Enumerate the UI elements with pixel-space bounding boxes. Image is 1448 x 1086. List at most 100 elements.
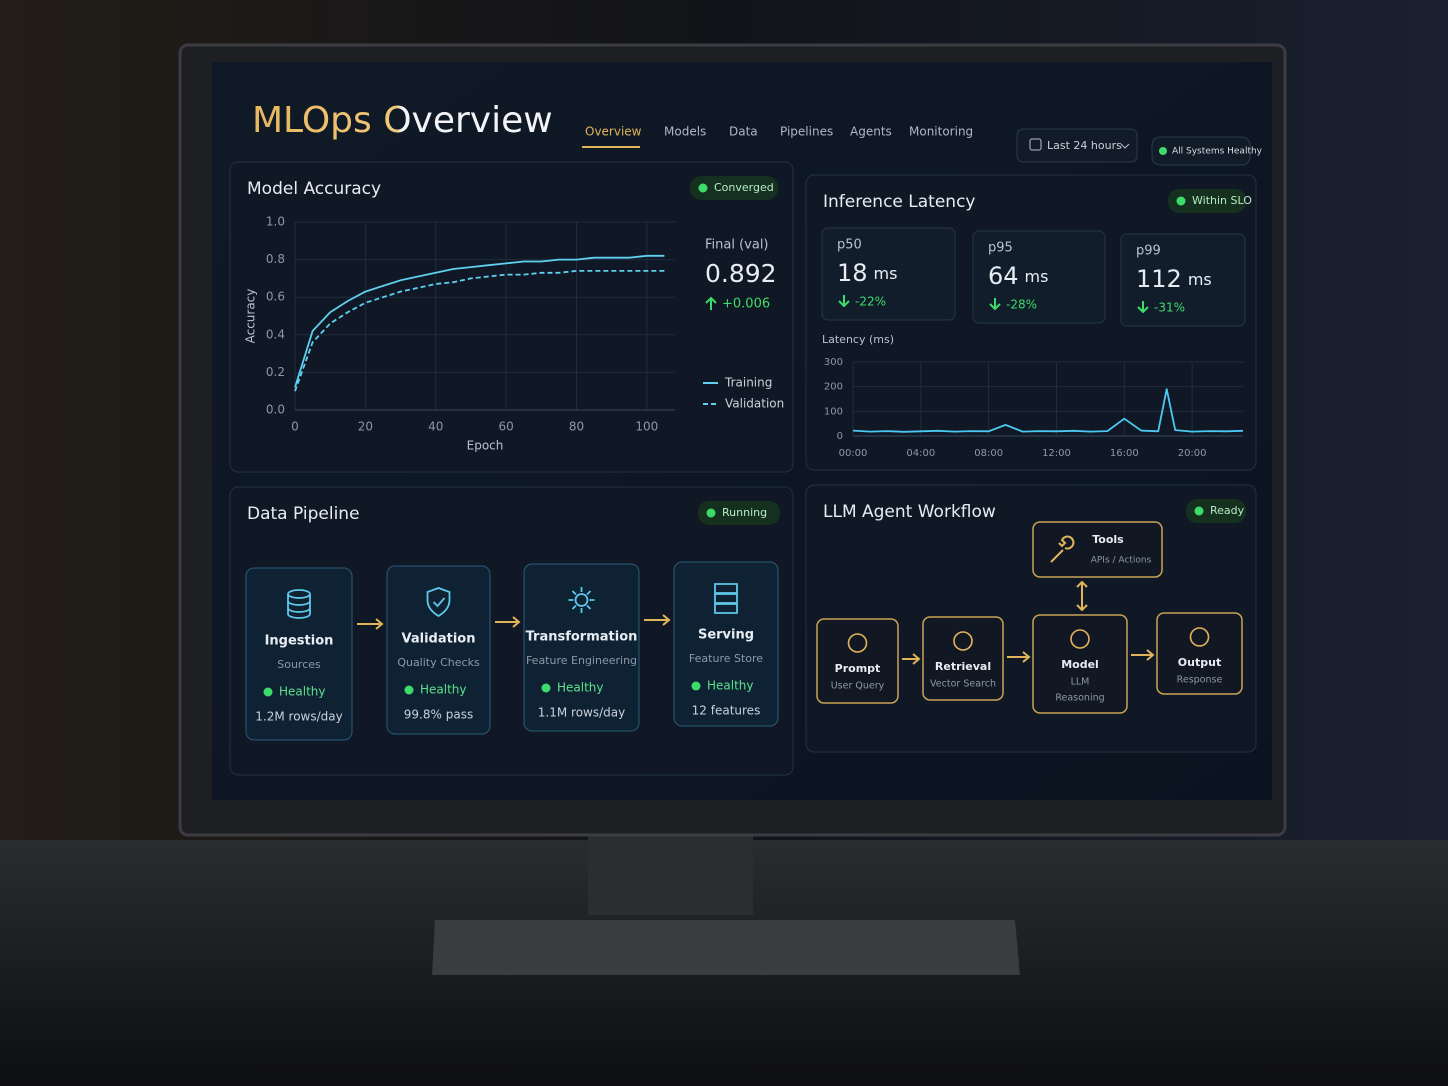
nav-item[interactable]: Data	[729, 125, 758, 139]
node-icon	[847, 633, 868, 653]
node-label: Tools	[1092, 533, 1124, 546]
y-tick-label: 200	[824, 382, 843, 393]
legend-label: Validation	[725, 397, 784, 411]
status-dot	[706, 508, 716, 518]
final-value: 0.892	[705, 259, 777, 288]
status-pill	[1151, 136, 1251, 166]
data-line	[852, 388, 1244, 433]
x-tick-label: 20:00	[1178, 448, 1207, 459]
y-axis-label: Accuracy	[244, 289, 258, 344]
system-status: All Systems Healthy	[1172, 147, 1263, 157]
flow-arrow	[902, 653, 921, 665]
nav-item[interactable]: Models	[664, 125, 706, 139]
metric-card	[821, 227, 956, 321]
node-sub: Reasoning	[1055, 693, 1104, 704]
panel	[229, 486, 794, 776]
agent-node	[922, 616, 1004, 701]
metric-value: 112 ms	[1136, 265, 1212, 293]
x-tick-label: 80	[569, 420, 584, 434]
metric-name: p50	[837, 238, 862, 253]
x-tick-label: 60	[498, 420, 513, 434]
node-sub: Vector Search	[930, 679, 996, 690]
status-dot	[1159, 147, 1167, 155]
stage-status: Healthy	[557, 681, 604, 695]
stage-status-dot	[263, 687, 273, 697]
status-dot	[698, 183, 708, 193]
metric-number: 64	[988, 262, 1019, 290]
metric-change: -31%	[1154, 301, 1185, 315]
flow-arrow	[1131, 649, 1155, 661]
agent-node	[1032, 521, 1163, 578]
nav-item[interactable]: Agents	[850, 125, 892, 139]
down-arrow	[989, 298, 1001, 311]
final-delta: +0.006	[722, 297, 770, 312]
metric-number: 112	[1136, 265, 1182, 293]
stage-status: Healthy	[420, 683, 467, 697]
status-badge	[690, 176, 778, 200]
node-sub: LLM	[1071, 677, 1090, 688]
nav-bar: Overview Models Data Pipelines Agents Monitor…	[585, 125, 973, 139]
stage-metric: 99.8% pass	[404, 708, 473, 722]
tool-icon	[1050, 535, 1075, 563]
chart-label: Latency (ms)	[822, 333, 894, 346]
x-tick-label: 04:00	[906, 448, 935, 459]
y-tick-label: 100	[824, 406, 843, 417]
legend-label: Training	[724, 376, 772, 390]
nav-item[interactable]: Overview	[585, 125, 642, 139]
agent-node	[1156, 612, 1243, 695]
x-tick-label: 00:00	[839, 448, 868, 459]
nav-item[interactable]: Monitoring	[909, 125, 973, 139]
stage-card	[245, 567, 353, 741]
y-tick-label: 0.2	[266, 365, 285, 379]
flow-arrow	[1007, 651, 1031, 663]
stage-name: Transformation	[526, 630, 638, 645]
node-label: Model	[1061, 658, 1099, 671]
data-line	[294, 254, 665, 388]
panel-title: Data Pipeline	[247, 504, 360, 524]
data-line	[294, 270, 665, 392]
stage-status: Healthy	[707, 679, 754, 693]
node-sub: Response	[1177, 675, 1223, 686]
y-tick-label: 0.8	[266, 252, 285, 266]
agent-node	[816, 618, 899, 704]
node-sub: APIs / Actions	[1091, 556, 1152, 566]
dashboard-title: MLOps Overview	[252, 100, 553, 141]
up-arrow	[705, 296, 717, 310]
stage-status: Healthy	[279, 685, 326, 699]
x-tick-label: 08:00	[974, 448, 1003, 459]
status-dot	[1176, 196, 1186, 206]
stage-status-dot	[541, 683, 551, 693]
x-tick-label: 20	[358, 420, 373, 434]
panel-title: Model Accuracy	[247, 179, 381, 199]
node-icon	[953, 631, 973, 651]
panel	[229, 161, 794, 473]
metric-unit: ms	[1025, 267, 1049, 286]
status-label: Converged	[714, 181, 774, 194]
stage-subtitle: Feature Engineering	[526, 654, 637, 667]
tools-arrow	[1076, 580, 1088, 612]
nav-active-underline	[582, 146, 640, 148]
metric-change: -22%	[855, 295, 886, 309]
status-badge	[1168, 189, 1246, 213]
x-tick-label: 16:00	[1110, 448, 1139, 459]
stage-icon	[714, 583, 738, 614]
status-badge	[698, 501, 780, 525]
status-badge	[1186, 499, 1246, 523]
stage-icon	[568, 587, 595, 613]
metric-unit: ms	[874, 264, 898, 283]
metric-name: p95	[988, 241, 1013, 256]
nav-item[interactable]: Pipelines	[780, 125, 833, 139]
status-dot	[1194, 506, 1204, 516]
stage-icon	[287, 589, 311, 619]
panel-title: Inference Latency	[823, 192, 976, 212]
node-sub: User Query	[831, 681, 885, 692]
final-label: Final (val)	[705, 238, 769, 253]
stage-card	[673, 561, 779, 727]
y-tick-label: 0.6	[266, 290, 285, 304]
metric-change: -28%	[1006, 298, 1037, 312]
x-tick-label: 0	[291, 420, 299, 434]
date-range-button[interactable]	[1016, 128, 1138, 163]
date-range[interactable]: Last 24 hours	[1047, 139, 1122, 152]
metric-unit: ms	[1188, 270, 1212, 289]
